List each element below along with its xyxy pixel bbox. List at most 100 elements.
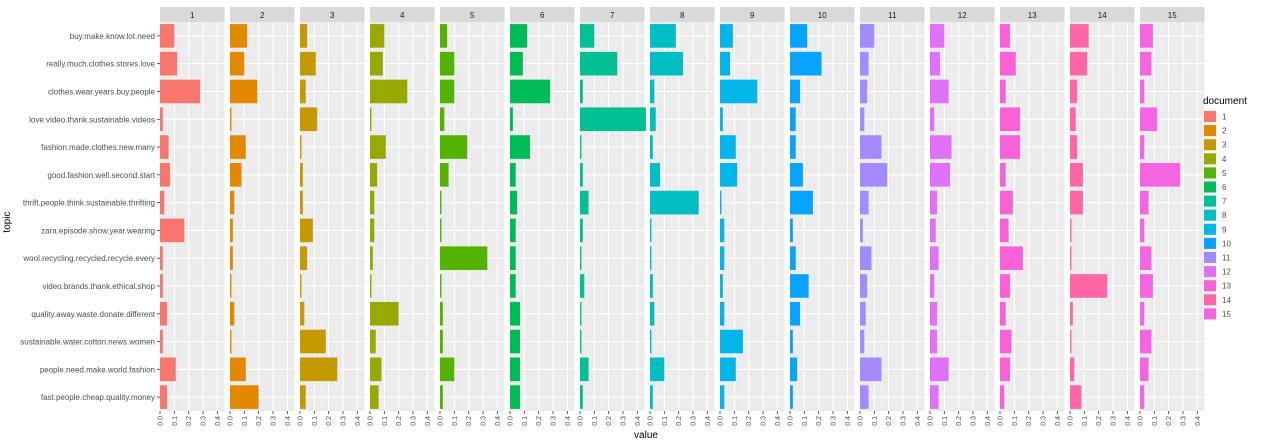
x-tick-label: 0.0 [298, 416, 305, 426]
bar-doc13-topic2 [1000, 51, 1016, 76]
facet-strip [370, 7, 435, 22]
x-tick-label: 0.2 [326, 416, 333, 426]
x-tick-label: 0.3 [691, 416, 698, 426]
bar-doc7-topic5 [580, 135, 582, 159]
facet-panels: 1 0.0 0.1 0.2 0.3 0.4 2 0.0 0.1 0.2 0.3 0.4 3 0.0 0.1 0… [158, 7, 1205, 426]
legend-label: 1 [1222, 113, 1227, 122]
bar-doc13-topic6 [1000, 163, 1006, 187]
x-tick-label: 0.4 [705, 416, 712, 426]
bar-doc6-topic13 [510, 357, 521, 382]
bar-doc14-topic13 [1070, 357, 1075, 382]
bar-doc9-topic4 [720, 107, 723, 132]
x-tick-label: 0.1 [452, 416, 459, 426]
bar-doc2-topic1 [230, 24, 248, 48]
bar-doc6-topic9 [510, 246, 516, 270]
bar-doc7-topic3 [580, 79, 583, 104]
legend-label: 11 [1222, 254, 1231, 263]
bar-doc12-topic3 [930, 79, 949, 104]
bar-doc14-topic4 [1070, 107, 1076, 132]
bar-doc2-topic10 [230, 274, 232, 298]
bar-doc8-topic12 [650, 329, 652, 354]
bar-doc8-topic4 [650, 107, 656, 132]
bar-doc7-topic12 [580, 329, 582, 354]
x-tick-label: 0.0 [648, 416, 655, 426]
x-tick-label: 0.0 [578, 416, 585, 426]
facet-strip-label: 2 [260, 11, 265, 20]
bar-doc12-topic4 [930, 107, 935, 132]
bar-doc7-topic7 [580, 190, 589, 215]
x-axis-title: value [634, 430, 658, 441]
bar-doc4-topic12 [370, 329, 376, 354]
bar-doc1-topic8 [160, 218, 185, 243]
x-tick-label: 0.3 [1181, 416, 1188, 426]
bar-doc5-topic11 [440, 301, 443, 326]
bar-doc1-topic11 [160, 301, 168, 326]
bar-doc3-topic8 [300, 218, 313, 243]
facet-strip-label: 14 [1098, 11, 1107, 20]
bar-doc3-topic2 [300, 51, 316, 76]
bar-doc14-topic14 [1070, 385, 1082, 409]
bar-doc6-topic6 [510, 163, 516, 187]
bar-doc6-topic11 [510, 301, 521, 326]
bar-doc5-topic8 [440, 218, 442, 243]
bar-doc1-topic9 [160, 246, 163, 270]
x-tick-label: 0.4 [845, 416, 852, 426]
bar-doc13-topic7 [1000, 190, 1013, 215]
legend-swatch-2 [1204, 125, 1216, 137]
bar-doc9-topic7 [720, 190, 722, 215]
legend-title: document [1203, 96, 1247, 107]
x-tick-label: 0.0 [858, 416, 865, 426]
bar-doc12-topic14 [930, 385, 939, 409]
x-tick-label: 0.1 [592, 416, 599, 426]
bar-doc13-topic3 [1000, 79, 1006, 104]
bar-doc8-topic13 [650, 357, 665, 382]
bar-doc1-topic1 [160, 24, 175, 48]
legend-label: 13 [1222, 282, 1231, 291]
bar-doc11-topic13 [860, 357, 882, 382]
facet-panel-1: 1 0.0 0.1 0.2 0.3 0.4 [158, 7, 225, 426]
bar-doc8-topic7 [650, 190, 699, 215]
x-tick-label: 0.3 [971, 416, 978, 426]
bar-doc6-topic8 [510, 218, 516, 243]
x-tick-label: 0.3 [761, 416, 768, 426]
bar-doc1-topic10 [160, 274, 163, 298]
bar-doc15-topic5 [1140, 135, 1145, 159]
facet-panel-6: 6 0.0 0.1 0.2 0.3 0.4 [508, 7, 575, 426]
x-tick-label: 0.1 [802, 416, 809, 426]
x-tick-label: 0.4 [775, 416, 782, 426]
bar-doc9-topic13 [720, 357, 736, 382]
y-tick-label: really.much.clothes.stores.love [46, 60, 155, 69]
facet-strip [930, 7, 995, 22]
legend-swatch-8 [1204, 209, 1216, 221]
bar-doc13-topic14 [1000, 385, 1005, 409]
bar-doc12-topic8 [930, 218, 936, 243]
legend-label: 8 [1222, 211, 1227, 220]
bar-doc3-topic1 [300, 24, 308, 48]
bar-doc4-topic11 [370, 301, 399, 326]
bar-doc3-topic6 [300, 163, 303, 187]
bar-doc15-topic2 [1140, 51, 1152, 76]
bar-doc8-topic6 [650, 163, 661, 187]
bar-doc9-topic12 [720, 329, 743, 354]
x-tick-label: 0.1 [1152, 416, 1159, 426]
bar-doc3-topic14 [300, 385, 306, 409]
bar-doc6-topic5 [510, 135, 531, 159]
facet-strip-label: 9 [750, 11, 755, 20]
bar-doc9-topic6 [720, 163, 738, 187]
bar-doc4-topic2 [370, 51, 383, 76]
panel-background [790, 22, 855, 411]
bar-doc3-topic9 [300, 246, 308, 270]
bar-doc5-topic6 [440, 163, 449, 187]
panel-background [860, 22, 925, 411]
bar-doc15-topic8 [1140, 218, 1145, 243]
bar-doc9-topic1 [720, 24, 733, 48]
bar-doc11-topic4 [860, 107, 865, 132]
facet-panel-11: 11 0.0 0.1 0.2 0.3 0.4 [858, 7, 925, 426]
facet-strip [790, 7, 855, 22]
x-tick-label: 0.3 [1041, 416, 1048, 426]
bar-doc10-topic5 [790, 135, 796, 159]
bar-doc12-topic11 [930, 301, 938, 326]
facet-strip-label: 6 [540, 11, 545, 20]
bar-doc7-topic13 [580, 357, 589, 382]
bar-doc9-topic14 [720, 385, 725, 409]
